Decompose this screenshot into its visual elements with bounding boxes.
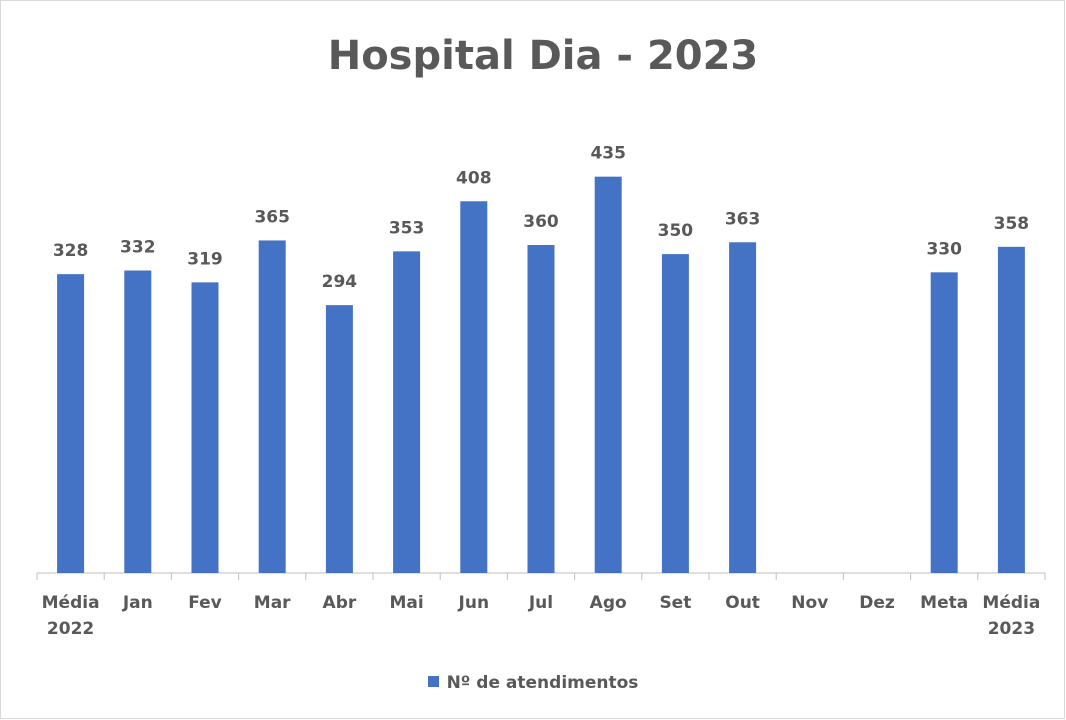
x-tick-label: Ago xyxy=(589,593,627,613)
data-label: 365 xyxy=(254,207,290,227)
data-label: 363 xyxy=(725,209,761,229)
data-label: 350 xyxy=(658,221,694,241)
data-label: 353 xyxy=(389,218,425,238)
data-label: 294 xyxy=(322,272,358,292)
bar xyxy=(661,254,689,573)
x-tick-label: Mar xyxy=(253,593,291,613)
data-label: 319 xyxy=(187,249,223,269)
x-tick-label: Meta xyxy=(920,593,969,613)
data-label: 330 xyxy=(926,239,962,259)
data-label: 358 xyxy=(994,214,1030,234)
data-label: 332 xyxy=(120,238,156,258)
bar xyxy=(594,176,622,573)
legend-swatch xyxy=(427,676,439,687)
bar xyxy=(191,282,219,573)
x-tick-label: Nov xyxy=(791,593,829,613)
x-tick-label: Jan xyxy=(122,593,153,613)
x-tick-label: Jun xyxy=(458,593,490,613)
x-tick-label: Dez xyxy=(859,593,895,613)
bar xyxy=(124,270,152,573)
bar xyxy=(57,274,85,573)
x-tick-label: Média 2022 xyxy=(41,593,100,639)
bar xyxy=(997,246,1025,574)
data-label: 435 xyxy=(590,144,626,164)
x-tick-label: Jul xyxy=(528,593,554,613)
x-tick-label: Mai xyxy=(389,593,424,613)
x-tick-label: Abr xyxy=(322,593,357,613)
bar xyxy=(325,305,353,573)
x-tick-label: Out xyxy=(725,593,760,613)
bar xyxy=(729,242,757,573)
legend-label: Nº de atendimentos xyxy=(446,673,639,693)
bar xyxy=(527,245,555,573)
x-tick-label: Set xyxy=(659,593,692,613)
data-label: 328 xyxy=(53,241,89,261)
bar xyxy=(930,272,958,573)
data-label: 360 xyxy=(523,212,559,232)
bar xyxy=(258,240,286,573)
legend: Nº de atendimentos xyxy=(0,673,1066,693)
chart-title: Hospital Dia - 2023 xyxy=(328,33,759,79)
x-tick-label: Média 2023 xyxy=(982,593,1041,639)
data-label: 408 xyxy=(456,168,492,188)
bar xyxy=(393,251,421,573)
x-tick-label: Fev xyxy=(188,593,222,613)
bar xyxy=(460,201,488,573)
